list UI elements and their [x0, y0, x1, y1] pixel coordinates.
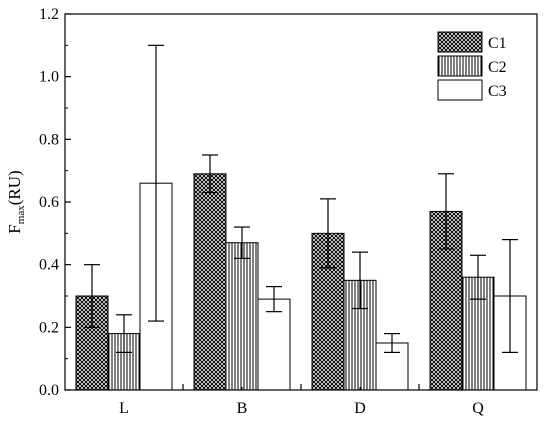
error-bar-c3-b: [266, 286, 282, 313]
legend-item-c2: C2: [437, 55, 507, 77]
bar-c1-b: [193, 173, 227, 391]
x-tick-label: B: [237, 400, 248, 417]
y-tick-label: 0.2: [39, 319, 59, 336]
error-bar-c1-l: [84, 264, 100, 328]
y-tick-label: 0.8: [39, 131, 59, 148]
error-bar-c3-q: [502, 239, 518, 353]
legend-swatch: [437, 55, 483, 77]
legend-swatch: [437, 79, 483, 101]
error-bar-c2-d: [352, 251, 368, 310]
error-bars-layer: [84, 44, 518, 353]
y-axis-label-sub: max: [15, 205, 27, 224]
y-axis: 0.0 0.2 0.4 0.6 0.8 1.0 1.2: [39, 6, 71, 399]
y-tick-label: 1.0: [39, 69, 59, 86]
error-bar-c2-q: [470, 254, 486, 300]
error-bar-c2-b: [234, 226, 250, 259]
error-bar-c1-q: [438, 173, 454, 250]
bar-c3-b: [257, 298, 291, 391]
y-tick-label: 0.0: [39, 382, 59, 399]
y-tick-label: 1.2: [39, 6, 59, 23]
x-tick-label: D: [354, 400, 366, 417]
y-axis-label: Fmax(RU): [5, 170, 27, 233]
y-tick-label: 0.4: [39, 257, 59, 274]
error-bar-c1-d: [320, 198, 336, 269]
legend-label: C1: [488, 35, 507, 52]
error-bar-c2-l: [116, 314, 132, 353]
error-bar-c3-l: [148, 44, 164, 322]
x-tick-label: Q: [472, 400, 484, 417]
legend: C1 C2 C3: [437, 31, 507, 101]
legend-label: C3: [488, 83, 507, 100]
bar-c2-b: [225, 242, 259, 391]
legend-item-c3: C3: [437, 79, 507, 101]
x-tick-label: L: [119, 400, 129, 417]
y-axis-label-main: F: [5, 224, 24, 233]
legend-label: C2: [488, 59, 507, 76]
y-tick-label: 0.6: [39, 194, 59, 211]
y-axis-label-rest: (RU): [5, 170, 24, 205]
bars-layer: [75, 173, 527, 391]
legend-item-c1: C1: [437, 31, 507, 53]
error-bar-c3-d: [384, 333, 400, 353]
legend-swatch: [437, 31, 483, 53]
error-bar-c1-b: [202, 154, 218, 194]
